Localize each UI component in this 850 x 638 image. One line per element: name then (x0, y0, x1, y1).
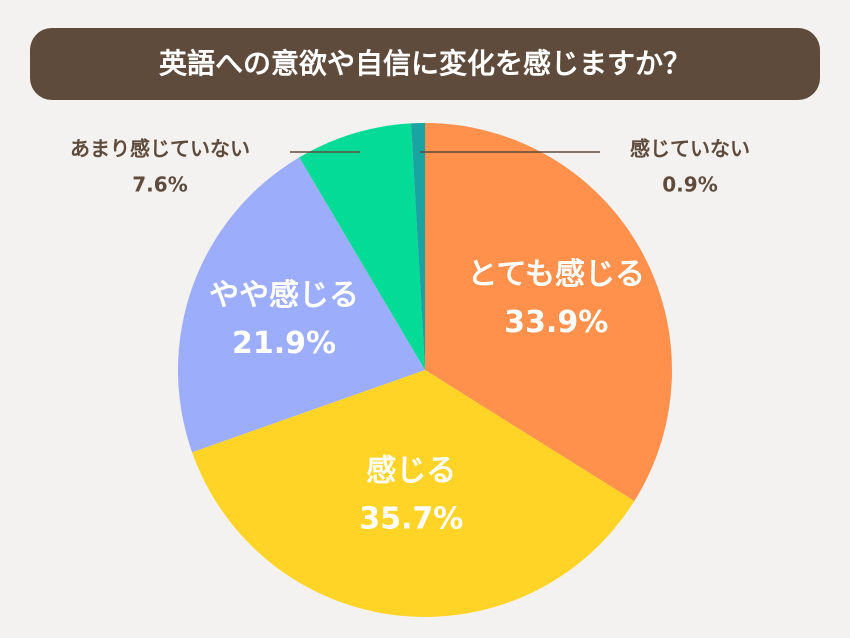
title-banner (30, 28, 820, 100)
category-label: とても感じる (467, 257, 645, 292)
pie-slice (425, 123, 673, 502)
pie-slice (411, 123, 425, 370)
category-label: 感じていない (630, 137, 750, 161)
pie-slice (299, 123, 425, 371)
value-label: 0.9% (662, 173, 717, 197)
category-label: あまり感じていない (70, 137, 250, 161)
chart-title: 英語への意欲や自信に変化を感じますか？ (159, 47, 691, 80)
value-label: 35.7% (359, 502, 463, 537)
pie-slice (192, 370, 635, 617)
value-label: 7.6% (132, 173, 187, 197)
pie-slice (178, 157, 425, 453)
value-label: 21.9% (232, 326, 336, 361)
category-label: 感じる (366, 454, 456, 489)
value-label: 33.9% (504, 305, 608, 340)
category-label: やや感じる (209, 278, 359, 313)
